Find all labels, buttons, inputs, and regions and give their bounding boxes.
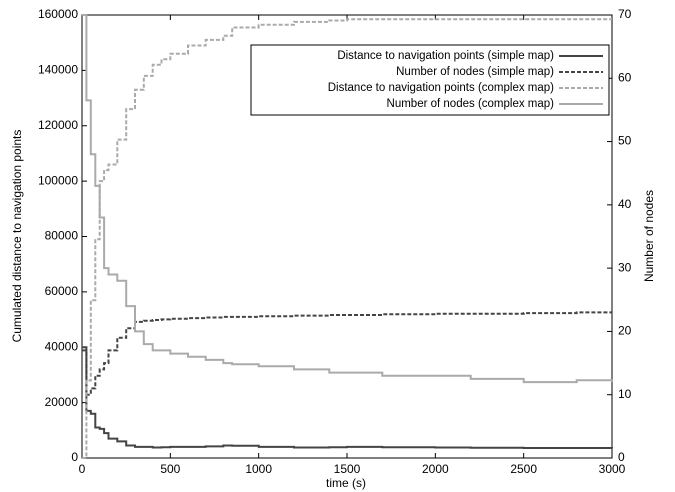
legend-label: Number of nodes (complex map)	[387, 98, 555, 110]
series-line	[82, 18, 612, 459]
y2-tick-label: 50	[618, 134, 632, 148]
y2-tick-label: 60	[618, 70, 632, 84]
x-tick-label: 2000	[422, 462, 449, 476]
y-tick-label: 40000	[45, 339, 79, 353]
y-tick-label: 120000	[38, 118, 78, 132]
y-axis-label: Cumulated distance to navigation points	[10, 130, 24, 343]
y2-tick-label: 40	[618, 197, 632, 211]
y-tick-label: 60000	[45, 284, 79, 298]
y2-tick-label: 30	[618, 260, 632, 274]
legend-box	[250, 44, 610, 116]
y-tick-label: 0	[71, 450, 78, 464]
y2-tick-label: 70	[618, 7, 632, 21]
series-line	[82, 14, 613, 384]
y2-tick-label: 10	[618, 387, 632, 401]
legend-label: Distance to navigation points (simple ma…	[337, 50, 554, 62]
y-tick-label: 140000	[38, 63, 78, 77]
x-tick-label: 2500	[510, 462, 537, 476]
y2-tick-label: 20	[618, 324, 632, 338]
x-tick-label: 500	[160, 462, 180, 476]
series-line	[82, 346, 613, 449]
x-tick-label: 1000	[245, 462, 272, 476]
y2-tick-label: 0	[618, 450, 625, 464]
legend-label: Distance to navigation points (complex m…	[328, 82, 554, 94]
y-tick-label: 80000	[45, 229, 79, 243]
x-tick-label: 0	[79, 462, 86, 476]
series-line	[82, 311, 612, 396]
legend-label: Number of nodes (simple map)	[396, 66, 554, 78]
y2-axis-label: Number of nodes	[642, 190, 656, 282]
y-tick-label: 160000	[38, 7, 78, 21]
y-tick-label: 20000	[45, 395, 79, 409]
x-tick-label: 3000	[599, 462, 626, 476]
y-tick-label: 100000	[38, 173, 78, 187]
x-tick-label: 1500	[334, 462, 361, 476]
x-axis-label: time (s)	[326, 476, 366, 490]
